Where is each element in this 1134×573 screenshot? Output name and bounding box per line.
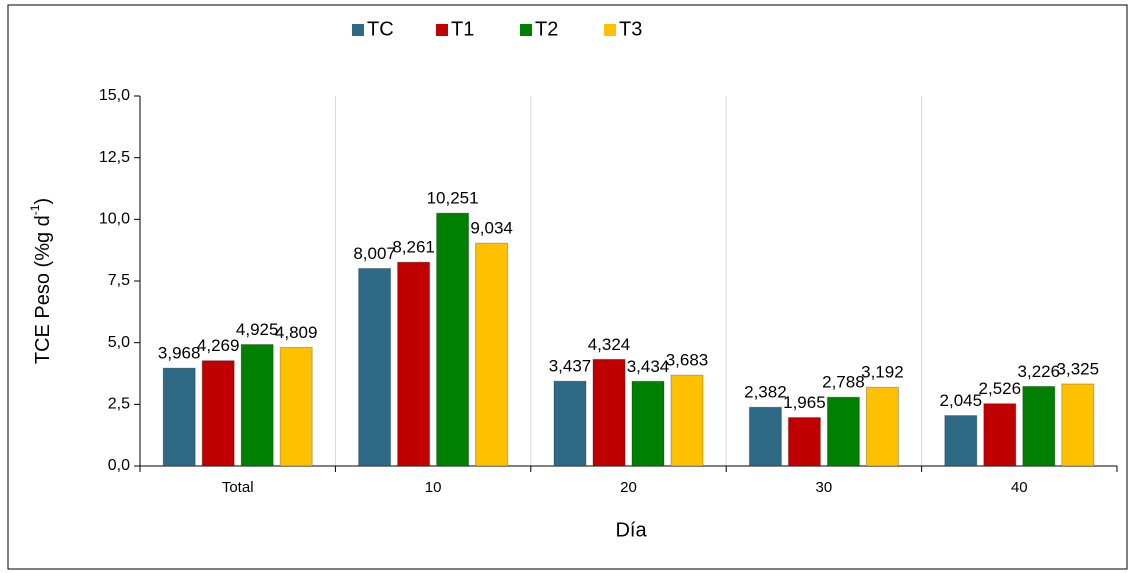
value-label: 2,526 xyxy=(979,379,1022,398)
legend-swatch xyxy=(604,24,616,36)
y-tick-label: 7,5 xyxy=(108,272,130,289)
y-axis-title: TCE Peso (%g d-1) xyxy=(28,198,54,364)
bar xyxy=(475,242,509,467)
bar xyxy=(1061,383,1095,467)
y-tick-label: 15,0 xyxy=(99,87,130,104)
value-label: 3,192 xyxy=(861,363,904,382)
bar xyxy=(631,380,665,467)
bar xyxy=(944,415,978,467)
value-label: 3,226 xyxy=(1018,362,1061,381)
value-label: 1,965 xyxy=(783,393,826,412)
y-axis-title-text: TCE Peso (%g d xyxy=(32,215,54,364)
legend-label: TC xyxy=(367,18,394,40)
value-label: 2,045 xyxy=(940,391,983,410)
value-label: 4,809 xyxy=(275,323,318,342)
value-label: 8,261 xyxy=(392,238,435,257)
bar xyxy=(748,406,782,467)
y-tick-label: 2,5 xyxy=(108,396,130,413)
legend-label: T1 xyxy=(451,18,474,40)
value-label: 4,269 xyxy=(197,336,240,355)
value-label: 3,683 xyxy=(666,351,709,370)
y-tick-label: 0,0 xyxy=(108,457,130,474)
legend-swatch xyxy=(352,24,364,36)
bar xyxy=(670,374,704,467)
value-label: 8,007 xyxy=(353,244,396,263)
chart-frame xyxy=(7,4,1128,570)
value-label: 2,788 xyxy=(822,373,865,392)
x-tick-label: 30 xyxy=(816,479,833,496)
y-tick-label: 10,0 xyxy=(99,211,130,228)
x-axis-title: Día xyxy=(615,519,647,541)
value-label: 2,382 xyxy=(744,383,787,402)
value-label: 10,251 xyxy=(427,189,479,208)
value-label: 4,925 xyxy=(236,320,279,339)
bar xyxy=(397,261,431,467)
value-label: 9,034 xyxy=(470,219,513,238)
bar xyxy=(436,212,470,467)
value-label: 4,324 xyxy=(588,335,631,354)
bar xyxy=(201,360,235,467)
bar xyxy=(865,386,899,467)
y-axis-title-suffix: ) xyxy=(32,198,54,205)
bar xyxy=(826,396,860,467)
legend-label: T2 xyxy=(535,18,558,40)
x-tick-label: 20 xyxy=(620,479,637,496)
legend-label: T3 xyxy=(619,18,642,40)
legend-swatch xyxy=(520,24,532,36)
bar xyxy=(787,417,821,467)
value-label: 3,437 xyxy=(549,357,592,376)
value-label: 3,325 xyxy=(1057,359,1100,378)
bar xyxy=(279,346,313,467)
x-tick-label: 40 xyxy=(1011,479,1028,496)
x-tick-label: Total xyxy=(222,479,254,496)
bar xyxy=(358,267,392,467)
legend-swatch xyxy=(436,24,448,36)
value-label: 3,968 xyxy=(158,344,201,363)
value-label: 3,434 xyxy=(627,357,670,376)
bar xyxy=(553,380,587,467)
bar xyxy=(983,403,1017,467)
y-tick-label: 12,5 xyxy=(99,149,130,166)
x-tick-label: 10 xyxy=(425,479,442,496)
bar xyxy=(162,367,196,467)
bar xyxy=(1022,385,1056,467)
y-axis-title-sup: -1 xyxy=(28,204,42,215)
bar xyxy=(592,358,626,467)
bar xyxy=(240,344,274,467)
y-tick-label: 5,0 xyxy=(108,334,130,351)
